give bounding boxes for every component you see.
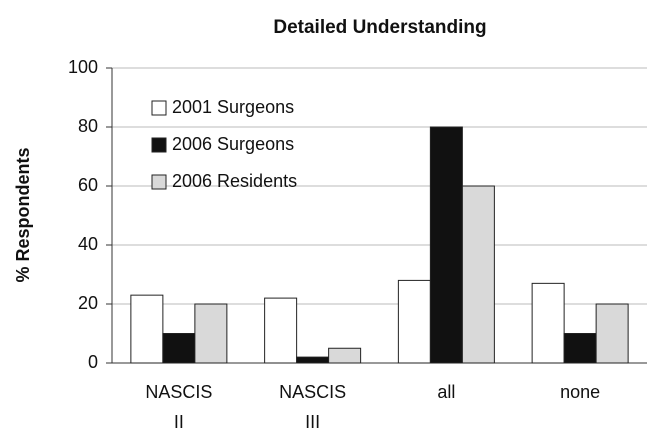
- legend-label: 2001 Surgeons: [172, 97, 294, 117]
- x-tick-label-line: NASCIS: [279, 382, 346, 402]
- x-tick-label: all: [437, 382, 455, 402]
- y-tick-label: 40: [78, 234, 98, 254]
- y-tick-label: 60: [78, 175, 98, 195]
- bar: [397, 279, 431, 364]
- bar: [531, 282, 565, 364]
- bar: [194, 303, 228, 364]
- x-tick-label-line: II: [174, 412, 184, 432]
- x-tick-label: none: [560, 382, 600, 402]
- bar: [595, 303, 629, 364]
- bar: [429, 126, 463, 364]
- legend-swatch: [151, 100, 167, 116]
- y-tick-label: 100: [68, 57, 98, 77]
- x-tick-label-line: all: [437, 382, 455, 402]
- legend-swatch: [151, 174, 167, 190]
- bar: [264, 297, 298, 364]
- chart-title: Detailed Understanding: [273, 17, 486, 38]
- y-tick-label: 0: [88, 352, 98, 372]
- bar: [461, 185, 495, 364]
- y-axis-label: % Respondents: [13, 147, 33, 282]
- bar: [563, 333, 597, 364]
- bar: [328, 347, 362, 364]
- x-tick-label-line: none: [560, 382, 600, 402]
- x-tick-label: NASCIS III: [279, 382, 346, 432]
- legend-label: 2006 Residents: [172, 171, 297, 191]
- bar: [296, 356, 330, 364]
- x-tick-label: NASCIS II: [145, 382, 212, 432]
- bar: [130, 294, 164, 364]
- legend-swatch: [151, 137, 167, 153]
- legend-label: 2006 Surgeons: [172, 134, 294, 154]
- y-tick-label: 80: [78, 116, 98, 136]
- x-tick-label-line: NASCIS: [145, 382, 212, 402]
- bar: [162, 333, 196, 364]
- y-tick-label: 20: [78, 293, 98, 313]
- x-tick-label-line: III: [305, 412, 320, 432]
